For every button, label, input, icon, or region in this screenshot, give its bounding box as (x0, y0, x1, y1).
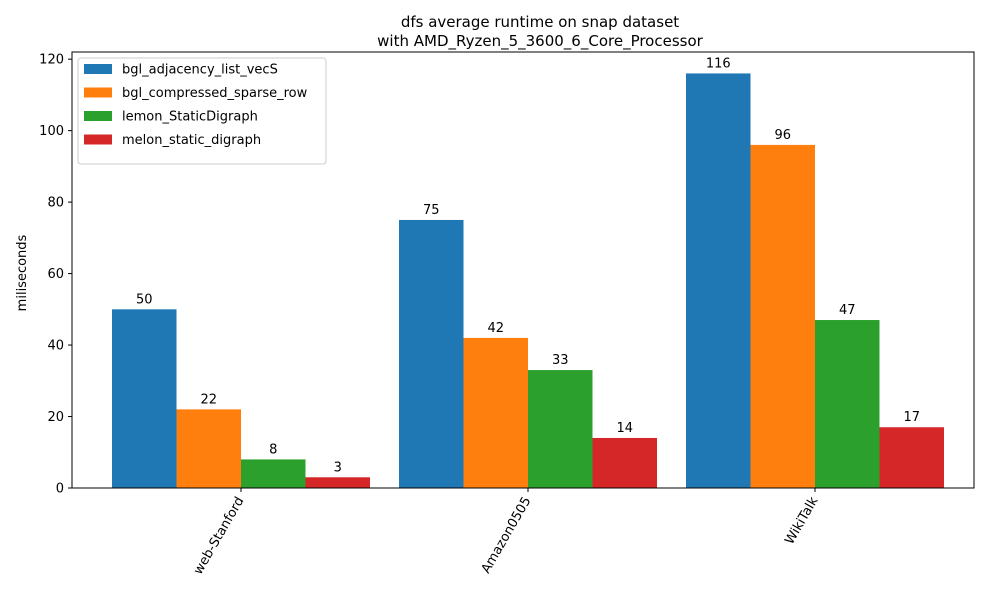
legend-label: melon_static_digraph (122, 133, 261, 148)
x-tick-label: WikiTalk (782, 494, 821, 547)
x-tick-label: web-Stanford (191, 495, 248, 578)
bar-value-label: 14 (616, 421, 633, 436)
y-axis: 0 20 40 60 80 100 120 (39, 53, 72, 497)
legend-label: bgl_compressed_sparse_row (122, 86, 308, 101)
bar-WikiTalk-melon_static_digraph (879, 427, 944, 488)
legend-box (77, 57, 327, 165)
bar-web-Stanford-melon_static_digraph (305, 477, 370, 488)
bars-group (112, 73, 944, 488)
bar-value-label: 3 (334, 460, 342, 475)
bar-web-Stanford-lemon_StaticDigraph (241, 459, 306, 488)
x-tick-label: Amazon0505 (479, 495, 535, 577)
legend-label: bgl_adjacency_list_vecS (122, 63, 278, 78)
legend-swatch (84, 134, 112, 145)
y-tick-label: 120 (39, 53, 64, 68)
bar-value-label: 47 (839, 303, 856, 318)
bar-value-label: 33 (552, 353, 569, 368)
bar-labels-group: 50 22 8 3 75 42 33 14 116 96 47 17 (136, 56, 920, 475)
bar-value-label: 75 (423, 203, 440, 218)
x-axis: web-Stanford Amazon0505 WikiTalk (191, 488, 822, 577)
bar-value-label: 8 (269, 442, 277, 457)
bar-WikiTalk-lemon_StaticDigraph (815, 320, 880, 488)
legend-swatch (84, 111, 112, 121)
bar-Amazon0505-lemon_StaticDigraph (528, 370, 593, 488)
chart-title: dfs average runtime on snap dataset (401, 13, 679, 31)
bar-value-label: 22 (200, 392, 217, 407)
bar-Amazon0505-bgl_adjacency_list_vecS (399, 219, 464, 488)
y-tick-label: 40 (47, 339, 64, 354)
y-tick-label: 20 (47, 410, 64, 425)
y-tick-label: 80 (47, 196, 64, 211)
chart-subtitle: with AMD_Ryzen_5_3600_6_Core_Processor (377, 32, 703, 51)
bar-value-label: 116 (706, 56, 731, 71)
legend-label: lemon_StaticDigraph (122, 110, 258, 125)
bar-web-Stanford-bgl_compressed_sparse_row (176, 409, 241, 488)
bar-WikiTalk-bgl_adjacency_list_vecS (686, 73, 751, 488)
bar-web-Stanford-bgl_adjacency_list_vecS (112, 309, 177, 488)
y-tick-label: 0 (56, 482, 64, 497)
y-axis-label: miliseconds (15, 234, 30, 311)
bar-value-label: 42 (487, 321, 504, 336)
bar-value-label: 50 (136, 292, 153, 307)
legend: bgl_adjacency_list_vecS bgl_compressed_sp… (77, 57, 327, 165)
legend-swatch (84, 87, 112, 98)
y-tick-label: 100 (39, 124, 64, 139)
bar-WikiTalk-bgl_compressed_sparse_row (750, 144, 815, 488)
bar-Amazon0505-melon_static_digraph (592, 437, 657, 488)
y-tick-label: 60 (47, 267, 64, 282)
bar-Amazon0505-bgl_compressed_sparse_row (463, 337, 528, 488)
legend-swatch (84, 64, 112, 74)
bar-value-label: 17 (903, 410, 920, 425)
bar-value-label: 96 (774, 128, 791, 143)
plot-frame (71, 51, 975, 489)
